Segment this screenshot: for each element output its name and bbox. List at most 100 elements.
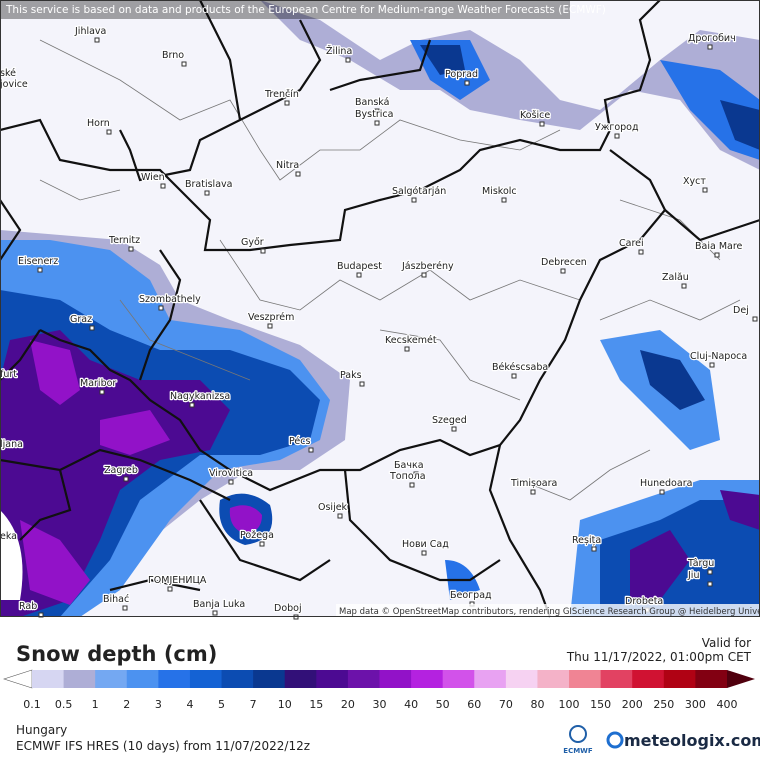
map: Jihlava Brno Žilina Poprad Дрогобич skéjovice… <box>0 0 760 620</box>
scale-swatch <box>632 670 665 688</box>
city-dot <box>707 44 713 50</box>
scale-swatch <box>411 670 444 688</box>
city-dot <box>308 447 314 453</box>
city-label: Carei <box>619 238 644 249</box>
city-label: Jihlava <box>74 26 106 37</box>
scale-swatch <box>379 670 412 688</box>
city-dot <box>284 100 290 106</box>
city-label: Bihać <box>103 594 129 605</box>
city-dot <box>122 605 128 611</box>
scale-over-arrow <box>727 670 755 688</box>
scale-label: 200 <box>622 698 643 711</box>
scale-label: 400 <box>717 698 738 711</box>
city-dot <box>638 249 644 255</box>
city-label: Zalău <box>662 272 689 283</box>
region: Hungary <box>16 723 67 737</box>
scale-swatch <box>442 670 475 688</box>
city-dot <box>94 37 100 43</box>
brand-icon <box>606 731 624 749</box>
city-label: Poprad <box>445 69 478 80</box>
city-label: Žilina <box>326 45 352 57</box>
city-dot <box>374 120 380 126</box>
city-label: Zagreb <box>104 465 138 476</box>
city-dot <box>160 183 166 189</box>
city-dot <box>374 108 380 114</box>
city-label: Požega <box>240 530 274 541</box>
city-label: Banská <box>355 97 389 108</box>
city-dot <box>421 272 427 278</box>
city-dot <box>123 476 129 482</box>
city-label: eka <box>0 531 17 542</box>
city-dot <box>167 586 173 592</box>
city-label: Hunedoara <box>640 478 692 489</box>
city-dot <box>464 80 470 86</box>
city-dot <box>260 248 266 254</box>
city-dot <box>714 252 720 258</box>
city-dot <box>99 389 105 395</box>
city-label: Ternitz <box>108 235 140 246</box>
city-label: Paks <box>340 370 362 381</box>
city-dot <box>421 550 427 556</box>
city-label: jovice <box>0 79 28 90</box>
scale-swatch <box>695 670 728 688</box>
city-label: Jiu <box>687 570 699 581</box>
city-label: Szeged <box>432 415 467 426</box>
scale-label: 30 <box>373 698 387 711</box>
scale-label: 15 <box>309 698 323 711</box>
city-labels: Jihlava Brno Žilina Poprad Дрогобич skéjovice… <box>0 25 758 620</box>
city-label: Nagykanizsa <box>170 391 230 402</box>
city-dot <box>212 610 218 616</box>
city-label: Virovitica <box>209 468 253 479</box>
city-dot <box>181 61 187 67</box>
city-dot <box>259 541 265 547</box>
city-dot <box>295 171 301 177</box>
scale-swatch <box>158 670 191 688</box>
scale-swatch <box>95 670 128 688</box>
city-label: Reșița <box>572 535 601 546</box>
scale-label: 7 <box>250 698 257 711</box>
city-label: Brno <box>162 50 184 61</box>
city-label: Kecskemét <box>385 335 437 346</box>
city-label: Doboj <box>274 603 302 614</box>
city-dot <box>158 305 164 311</box>
city-label: Graz <box>70 314 92 325</box>
city-label: Бачка <box>394 460 424 471</box>
city-label: Banja Luka <box>193 599 245 610</box>
scale-swatch <box>347 670 380 688</box>
city-label: Топола <box>389 471 426 482</box>
city-label: Salgótarján <box>392 186 446 197</box>
city-label: Târgu <box>687 558 714 569</box>
city-label: Београд <box>450 590 492 601</box>
city-label: Pécs <box>289 436 310 447</box>
scale-label: 150 <box>590 698 611 711</box>
city-dot <box>37 267 43 273</box>
ecmwf-icon <box>569 725 587 743</box>
city-dot <box>614 133 620 139</box>
city-label: Baia Mare <box>695 241 743 252</box>
city-dot <box>591 546 597 552</box>
city-label: Bratislava <box>185 179 232 190</box>
city-label: Szombathely <box>139 294 201 305</box>
scale-swatch <box>316 670 349 688</box>
legend-title: Snow depth (cm) <box>16 642 217 666</box>
city-label: Győr <box>241 237 264 248</box>
scale-swatch <box>189 670 223 688</box>
city-dot <box>359 381 365 387</box>
scale-label: 300 <box>685 698 706 711</box>
scale-label: 0.1 <box>23 698 41 711</box>
legend-panel: Snow depth (cm) Valid for Thu 11/17/2022… <box>3 636 760 755</box>
scale-label: 70 <box>499 698 513 711</box>
city-dot <box>228 479 234 485</box>
scale-swatch <box>600 670 633 688</box>
color-scale: 0.1 0.5 1 2 3 4 5 7 10 15 20 30 40 50 60 70 80 100 150 200 2… <box>3 669 755 711</box>
valid-time: Thu 11/17/2022, 01:00pm CET <box>566 650 752 664</box>
scale-label: 40 <box>404 698 418 711</box>
city-label: Дрогобич <box>688 33 736 44</box>
city-label: furt <box>0 369 17 380</box>
city-dot <box>709 362 715 368</box>
city-label: Békéscsaba <box>492 362 548 373</box>
scale-label: 5 <box>218 698 225 711</box>
scale-label: 50 <box>436 698 450 711</box>
city-label: Maribor <box>80 378 116 389</box>
